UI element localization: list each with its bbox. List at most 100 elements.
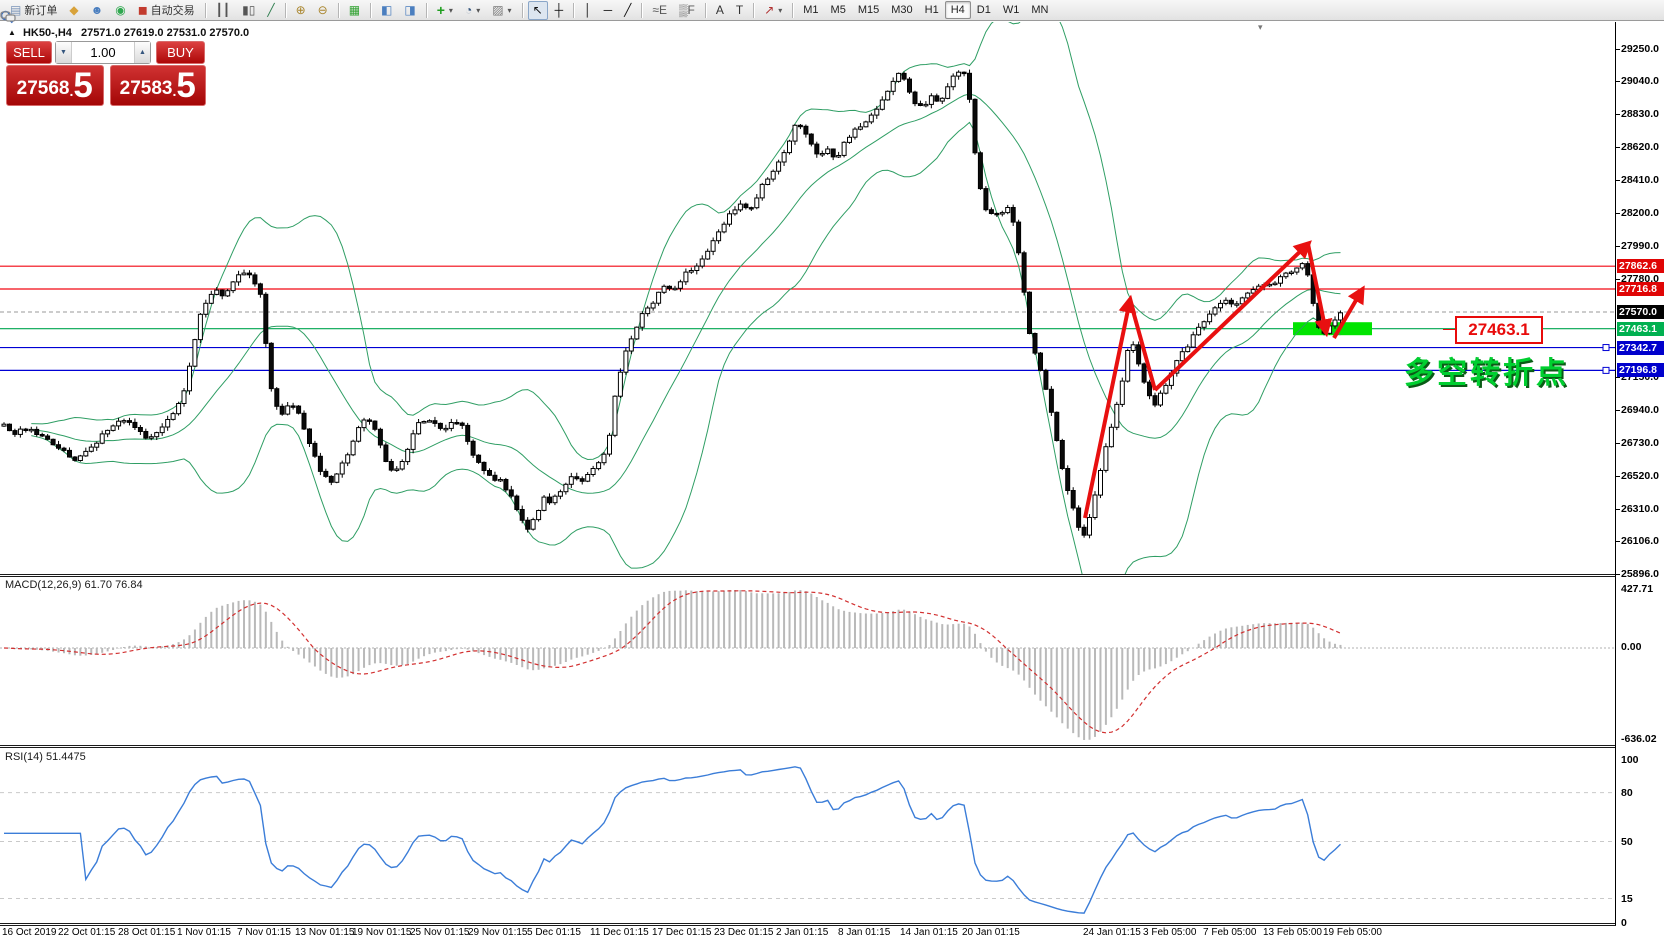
price-badge: 27716.8 (1617, 281, 1664, 296)
tile-windows-button[interactable]: ▦ (344, 1, 365, 20)
one-click-trade-panel: SELL ▼ 1.00 ▲ BUY 27568. 5 27583. 5 (6, 41, 206, 106)
pane-separator (0, 576, 1664, 577)
rsi-axis-label: 50 (1621, 835, 1633, 848)
macd-axis-label: 427.71 (1621, 583, 1654, 595)
timeframe-m1-button[interactable]: M1 (803, 4, 819, 16)
time-axis-label: 20 Jan 01:15 (962, 927, 1020, 938)
vertical-line-button[interactable]: │ (579, 1, 597, 20)
horizontal-line-button[interactable]: ─ (599, 1, 618, 20)
cascade-charts-button[interactable]: ◨ (399, 1, 420, 20)
toolbar-separator (704, 2, 706, 18)
bar-chart-button[interactable]: ┃┃ (211, 1, 235, 20)
cascade-charts-icon: ◨ (404, 3, 416, 17)
volume-increase-button[interactable]: ▲ (134, 42, 150, 63)
horizontal-line-icon: ─ (603, 3, 613, 17)
timeframe-h1-button[interactable]: H1 (924, 4, 939, 16)
time-axis-label: 29 Nov 01:15 (468, 927, 528, 938)
time-axis-label: 23 Dec 01:15 (714, 927, 774, 938)
toolbar-separator (521, 2, 523, 18)
market-watch-button[interactable]: ◆ (64, 1, 83, 20)
time-axis-label: 19 Nov 01:15 (352, 927, 412, 938)
price-axis-tick (1616, 48, 1620, 50)
support-zone-highlight (1293, 322, 1372, 336)
timeframe-m30-button[interactable]: M30 (891, 4, 913, 16)
autotrading-button[interactable]: ◼ 自动交易 (133, 1, 200, 20)
rsi-indicator-pane[interactable] (0, 749, 1616, 922)
periods-button[interactable]: ◔ ▾ (460, 1, 485, 20)
templates-button[interactable]: ▨ ▾ (487, 1, 516, 20)
text-tool-icon: A (715, 3, 724, 17)
candles (1, 69, 1343, 539)
rsi-line (4, 766, 1341, 914)
price-callout-label[interactable]: 27463.1 (1455, 316, 1543, 344)
price-axis-label: 29250.0 (1621, 42, 1659, 55)
time-axis-label: 1 Nov 01:15 (177, 927, 231, 938)
price-axis-tick (1616, 179, 1620, 181)
toolbar-item-label: 自动交易 (150, 5, 195, 17)
timeframe-m15-button[interactable]: M15 (857, 4, 880, 16)
main-price-chart[interactable] (0, 22, 1616, 574)
profiles-button[interactable]: ☻ (86, 1, 109, 20)
zoom-in-button[interactable]: ⊕ (291, 1, 311, 20)
alerts-button[interactable]: ◉ (110, 1, 130, 20)
toolbar-separator (204, 2, 206, 18)
pane-separator[interactable] (0, 745, 1664, 746)
chinese-annotation[interactable]: 多空转折点 (1404, 357, 1569, 390)
price-badge: 27862.6 (1617, 259, 1664, 274)
collapse-panel-icon[interactable]: ▲ (8, 28, 16, 37)
price-axis[interactable] (1616, 22, 1664, 938)
price-axis-label: 28830.0 (1621, 108, 1659, 121)
buy-button[interactable]: BUY (156, 41, 205, 64)
new-order-button[interactable]: ▤ 新订单 (5, 1, 62, 20)
time-axis-label: 13 Feb 05:00 (1263, 927, 1322, 938)
sell-price-display[interactable]: 27568. 5 (6, 65, 104, 106)
toolbar-separator (425, 2, 427, 18)
price-axis-label: 28410.0 (1621, 173, 1659, 186)
chart-bottom-border (0, 925, 1664, 926)
timeframe-m5-button[interactable]: M5 (830, 4, 846, 16)
volume-decrease-button[interactable]: ▼ (56, 42, 72, 63)
macd-indicator-pane[interactable] (0, 577, 1616, 743)
price-axis-tick (1616, 147, 1620, 149)
timeframe-mn-button[interactable]: MN (1031, 4, 1049, 16)
periods-icon: ◔ (464, 3, 473, 17)
price-axis-tick (1616, 410, 1620, 412)
toolbar-separator (641, 2, 643, 18)
macd-histogram (8, 590, 1342, 740)
fibo-fan-button[interactable]: ▒F (674, 1, 700, 20)
toolbar-separator (792, 2, 794, 18)
time-axis-label: 13 Nov 01:15 (295, 927, 355, 938)
line-chart-button[interactable]: ╱ (262, 1, 279, 20)
time-axis-label: 8 Jan 01:15 (838, 927, 891, 938)
fibo-retracement-button[interactable]: ≈E (647, 1, 672, 20)
price-axis-line (1615, 22, 1616, 925)
label-tool-button[interactable]: T (731, 1, 748, 20)
new-order-icon: ▤ (10, 3, 22, 17)
timeframe-h4-button[interactable]: H4 (944, 1, 971, 19)
volume-input[interactable]: 1.00 (90, 45, 116, 60)
candlestick-chart-button[interactable]: ▮▯ (237, 1, 260, 20)
rsi-axis-label: 100 (1621, 754, 1639, 766)
zoom-out-button[interactable]: ⊖ (313, 1, 333, 20)
crosshair-button[interactable]: ┼ (550, 1, 569, 20)
arrows-tool-button[interactable]: ↗ ▾ (759, 1, 787, 20)
text-tool-button[interactable]: A (711, 1, 729, 20)
fibo-fan-icon: ▒F (678, 3, 695, 17)
arrange-charts-icon: ◧ (381, 3, 393, 17)
buy-price-display[interactable]: 27583. 5 (109, 65, 206, 106)
toolbar-separator (370, 2, 372, 18)
sell-button[interactable]: SELL (6, 41, 52, 64)
cursor-button[interactable]: ↖ (527, 0, 548, 20)
timeframe-d1-button[interactable]: D1 (976, 4, 991, 16)
profiles-icon: ☻ (90, 3, 104, 17)
callout-connector (1443, 328, 1455, 331)
arrange-charts-button[interactable]: ◧ (376, 1, 397, 20)
pane-separator[interactable] (0, 574, 1664, 575)
price-axis-tick (1616, 508, 1620, 510)
trendline-button[interactable]: ╱ (619, 1, 636, 20)
trend-arrow-annotation[interactable] (1083, 240, 1365, 519)
timeframe-w1-button[interactable]: W1 (1002, 4, 1020, 16)
add-indicator-button[interactable]: + ▾ (432, 1, 458, 20)
price-axis-label: 28620.0 (1621, 141, 1659, 154)
autotrading-icon: ◼ (137, 3, 148, 17)
